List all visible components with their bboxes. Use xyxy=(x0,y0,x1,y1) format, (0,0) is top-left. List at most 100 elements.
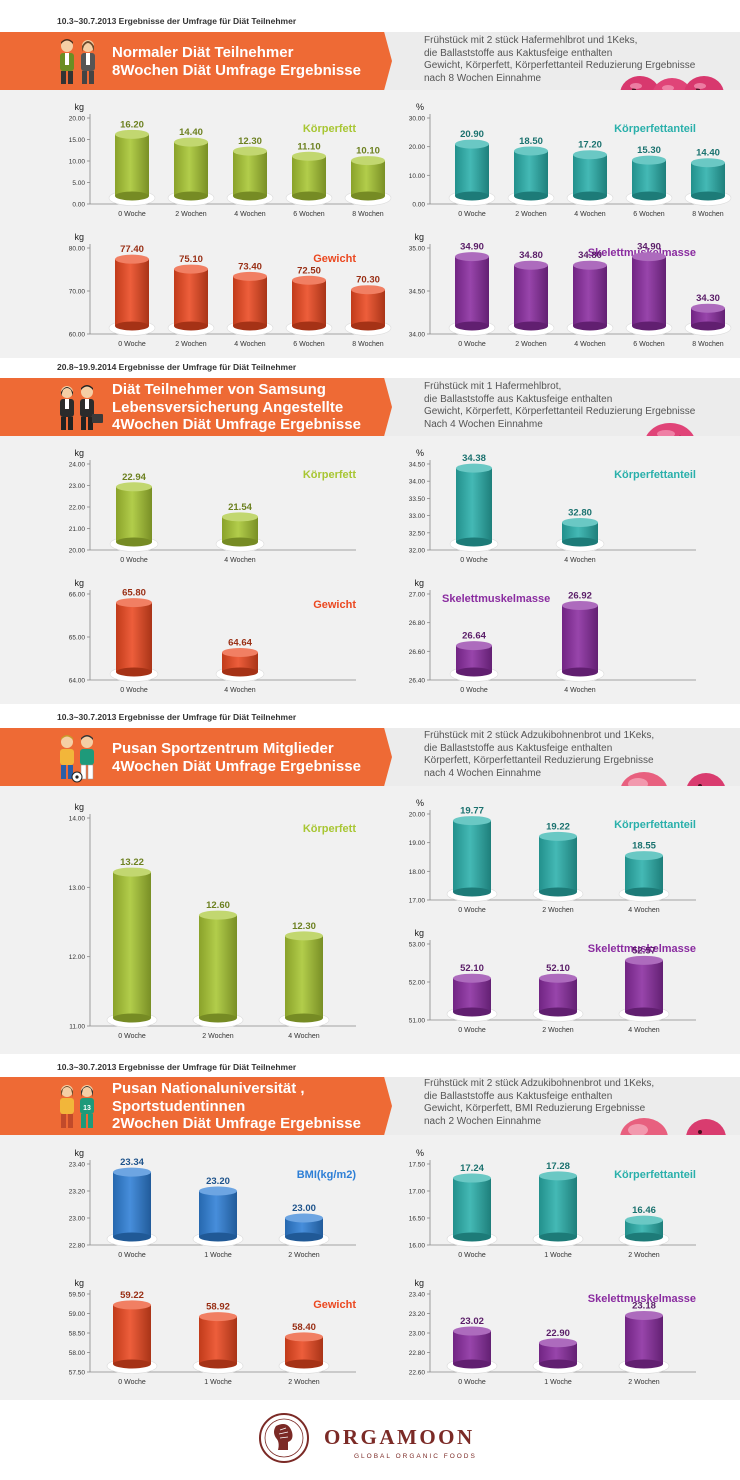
bar-bottom xyxy=(453,1359,491,1369)
category-label: 0 Woche xyxy=(118,1379,146,1386)
bar xyxy=(285,275,333,336)
y-tick-label: 0.00 xyxy=(412,202,425,209)
bar-top xyxy=(174,137,208,147)
value-label: 52.10 xyxy=(460,963,484,974)
title-line: 4Wochen Diät Umfrage Ergebnisse xyxy=(112,416,361,433)
bar xyxy=(167,137,215,206)
y-tick-label: 32.00 xyxy=(409,548,426,555)
axis-unit-label: kg xyxy=(74,232,84,242)
bar-bottom xyxy=(174,321,208,331)
bar xyxy=(555,600,605,682)
bar-body xyxy=(625,960,663,1012)
description-line: Gewicht, Körperfett, Körperfettanteil Re… xyxy=(424,60,696,71)
bar xyxy=(109,482,159,552)
bar-top xyxy=(199,1186,237,1196)
category-label: 4 Wochen xyxy=(628,907,659,914)
bar-bottom xyxy=(539,1007,577,1017)
value-label: 23.02 xyxy=(460,1316,484,1327)
bar xyxy=(215,647,265,682)
bar xyxy=(278,1332,330,1374)
chart-body-fat-ratio-samsung: % 32.00 32.50 33.00 33.50 34.00 34.50 Körperfet… xyxy=(409,448,696,564)
chart-body-fat-samsung: kg 20.00 21.00 22.00 23.00 24.00 Körperfett 22.… xyxy=(69,448,357,564)
category-label: 8 Wochen xyxy=(352,341,383,348)
bar-bottom xyxy=(632,191,666,201)
bar xyxy=(448,139,496,206)
value-label: 15.30 xyxy=(637,145,661,156)
category-label: 2 Wochen xyxy=(542,1027,573,1034)
y-tick-label: 13.00 xyxy=(69,885,86,892)
bar-top xyxy=(174,264,208,274)
category-label: 2 Wochen xyxy=(628,1252,659,1259)
y-tick-label: 23.00 xyxy=(69,483,86,490)
category-label: 0 Woche xyxy=(460,557,488,564)
chart-body-fat-ratio-8w: % 0.00 10.00 20.00 30.00 Körperfettanteil 20.9… xyxy=(409,102,732,218)
bar-top xyxy=(573,150,607,160)
value-label: 75.10 xyxy=(179,254,203,265)
bar xyxy=(625,252,673,336)
y-tick-label: 51.00 xyxy=(409,1018,426,1025)
description-line: Frühstück mit 1 Hafermehlbrot, xyxy=(424,381,562,392)
bar xyxy=(532,1171,584,1247)
value-label: 12.60 xyxy=(206,900,230,911)
value-label: 59.22 xyxy=(120,1290,144,1301)
category-label: 8 Wochen xyxy=(692,341,723,348)
category-label: 8 Wochen xyxy=(692,211,723,218)
description-line: Frühstück mit 2 stück Adzukibohnenbrot u… xyxy=(424,1078,655,1089)
axis-unit-label: kg xyxy=(74,1148,84,1158)
y-tick-label: 53.00 xyxy=(409,942,426,949)
y-tick-label: 32.50 xyxy=(409,530,426,537)
value-label: 52.57 xyxy=(632,945,656,956)
category-label: 4 Wochen xyxy=(564,687,595,694)
bar xyxy=(108,129,156,206)
bar-top xyxy=(285,1213,323,1223)
chart-title: Gewicht xyxy=(313,599,356,611)
bar-top xyxy=(562,517,598,527)
category-label: 2 Wochen xyxy=(515,341,546,348)
category-label: 4 Wochen xyxy=(564,557,595,564)
y-tick-label: 17.00 xyxy=(409,1189,426,1196)
description-line: die Ballaststoffe aus Kaktusfeige enthal… xyxy=(424,393,613,405)
value-label: 13.22 xyxy=(120,857,144,868)
y-tick-label: 19.00 xyxy=(409,840,426,847)
bar-bottom xyxy=(455,321,489,331)
y-tick-label: 23.20 xyxy=(69,1189,86,1196)
bar-body xyxy=(292,156,326,196)
y-tick-label: 65.00 xyxy=(69,635,86,642)
bar-body xyxy=(351,160,385,196)
title-line: 2Wochen Diät Umfrage Ergebnisse xyxy=(112,1115,361,1132)
y-tick-label: 34.00 xyxy=(409,332,426,339)
value-label: 12.30 xyxy=(238,136,262,147)
bar-bottom xyxy=(199,1359,237,1369)
value-label: 70.30 xyxy=(356,275,380,286)
chart-title: Körperfettanteil xyxy=(614,123,696,135)
bar-top xyxy=(233,146,267,156)
value-label: 17.28 xyxy=(546,1161,570,1172)
section-title: Pusan Sportzentrum Mitglieder 4Wochen Di… xyxy=(112,740,361,775)
bar-top xyxy=(113,1167,151,1177)
category-label: 4 Wochen xyxy=(234,211,265,218)
y-tick-label: 52.00 xyxy=(409,980,426,987)
y-tick-label: 70.00 xyxy=(69,289,86,296)
bar xyxy=(192,1312,244,1374)
category-label: 4 Wochen xyxy=(224,557,255,564)
bar-body xyxy=(539,1175,577,1237)
bar-top xyxy=(351,285,385,295)
y-tick-label: 12.00 xyxy=(69,954,86,961)
bar-top xyxy=(351,156,385,166)
y-tick-label: 80.00 xyxy=(69,246,86,253)
value-label: 23.20 xyxy=(206,1176,230,1187)
bar-body xyxy=(453,978,491,1012)
y-tick-label: 23.00 xyxy=(409,1331,426,1338)
bar-body xyxy=(222,652,258,672)
description-line: die Ballaststoffe aus Kaktusfeige enthal… xyxy=(424,742,613,754)
bar-top xyxy=(455,139,489,149)
bar-top xyxy=(116,482,152,492)
bar xyxy=(226,271,274,336)
bar-body xyxy=(539,978,577,1012)
category-label: 2 Wochen xyxy=(175,341,206,348)
value-label: 73.40 xyxy=(238,261,262,272)
title-line: Pusan Nationaluniversität , xyxy=(112,1080,305,1097)
category-label: 6 Wochen xyxy=(293,341,324,348)
bar-body xyxy=(691,308,725,326)
bar-bottom xyxy=(625,1232,663,1242)
